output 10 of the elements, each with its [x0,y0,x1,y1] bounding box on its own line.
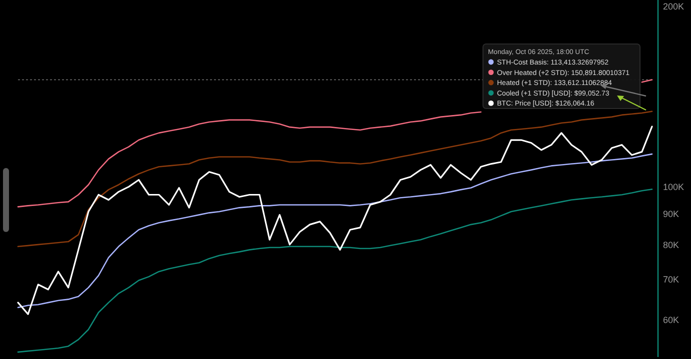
y-tick-label: 80K [663,240,680,250]
y-tick-label: 60K [663,314,680,325]
line-series [17,110,653,248]
line-series [17,188,653,353]
line-series [17,126,653,315]
y-tick-label: 70K [663,274,680,285]
y-tick-label: 100K [663,182,684,192]
line-series [17,153,653,308]
y-tick-label: 90K [663,209,680,220]
y-tick-label: 200K [663,1,684,12]
